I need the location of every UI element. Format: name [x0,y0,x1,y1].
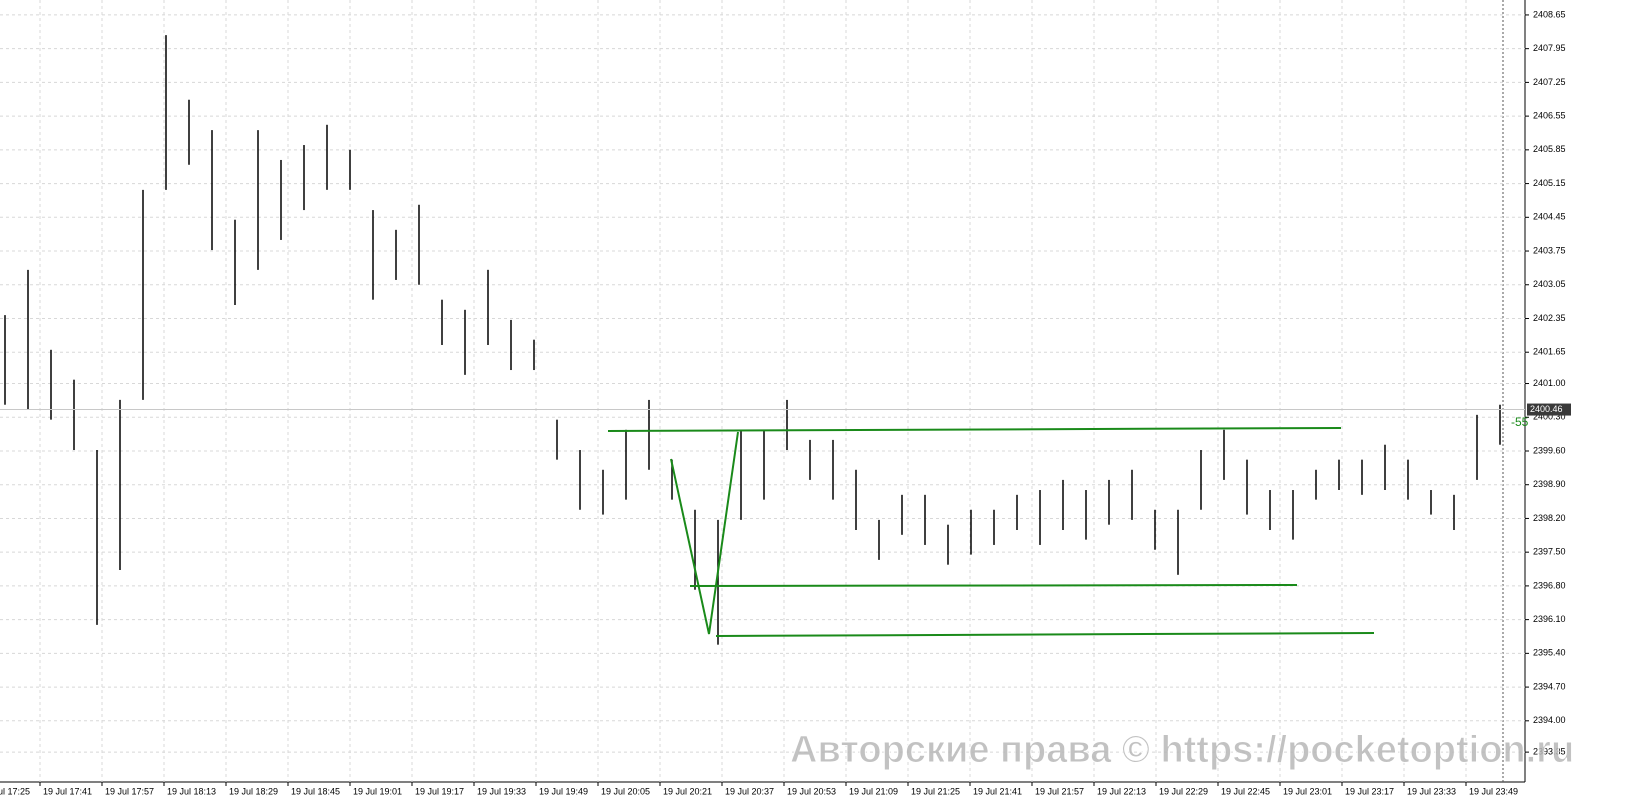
x-tick-label: 19 Jul 17:25 [0,786,30,796]
grid [0,0,1525,782]
support-line [715,632,1375,637]
y-tick-label: 2395.40 [1533,648,1566,658]
x-tick-label: 19 Jul 19:17 [415,786,464,796]
current-price-label: 2400.46 [1530,404,1563,414]
y-tick-label: 2405.85 [1533,144,1566,154]
trend-lines [607,427,1375,637]
y-tick-label: 2397.50 [1533,547,1566,557]
y-tick-label: 2403.05 [1533,279,1566,289]
line-annotation: -55 [1511,415,1529,429]
x-tick-label: 19 Jul 17:41 [43,786,92,796]
y-tick-label: 2403.75 [1533,245,1566,255]
x-tick-label: 19 Jul 21:25 [911,786,960,796]
y-tick-label: 2396.10 [1533,614,1566,624]
x-tick-label: 19 Jul 23:49 [1469,786,1518,796]
x-tick-label: 19 Jul 23:33 [1407,786,1456,796]
x-tick-label: 19 Jul 21:57 [1035,786,1084,796]
x-tick-label: 19 Jul 20:37 [725,786,774,796]
y-tick-label: 2393.35 [1533,747,1566,757]
x-tick-label: 19 Jul 19:49 [539,786,588,796]
x-tick-label: 19 Jul 17:57 [105,786,154,796]
y-tick-label: 2399.60 [1533,445,1566,455]
y-tick-label: 2398.90 [1533,479,1566,489]
bars [4,35,1501,645]
x-tick-label: 19 Jul 19:33 [477,786,526,796]
x-tick-label: 19 Jul 21:41 [973,786,1022,796]
x-tick-label: 19 Jul 22:29 [1159,786,1208,796]
y-tick-label: 2400.30 [1533,412,1566,422]
x-tick-label: 19 Jul 22:13 [1097,786,1146,796]
x-tick-label: 19 Jul 20:05 [601,786,650,796]
x-tick-label: 19 Jul 19:01 [353,786,402,796]
x-tick-label: 19 Jul 18:29 [229,786,278,796]
y-tick-label: 2401.00 [1533,378,1566,388]
y-tick-label: 2394.70 [1533,681,1566,691]
y-tick-label: 2407.25 [1533,77,1566,87]
x-tick-label: 19 Jul 22:45 [1221,786,1270,796]
x-tick-label: 19 Jul 20:53 [787,786,836,796]
y-tick-label: 2405.15 [1533,178,1566,188]
support-line [689,584,1298,587]
v-pattern [670,431,739,635]
y-tick-label: 2402.35 [1533,313,1566,323]
watermark: Авторские права © https://pocketoption.r… [790,729,1574,771]
y-tick-label: 2398.20 [1533,513,1566,523]
x-tick-label: 19 Jul 23:01 [1283,786,1332,796]
x-tick-label: 19 Jul 21:09 [849,786,898,796]
x-tick-label: 19 Jul 18:13 [167,786,216,796]
y-tick-label: 2408.65 [1533,9,1566,19]
x-tick-label: 19 Jul 23:17 [1345,786,1394,796]
y-tick-label: 2404.45 [1533,212,1566,222]
y-tick-label: 2401.65 [1533,347,1566,357]
x-tick-label: 19 Jul 18:45 [291,786,340,796]
y-tick-label: 2396.80 [1533,580,1566,590]
y-tick-label: 2406.55 [1533,110,1566,120]
x-tick-label: 19 Jul 20:21 [663,786,712,796]
y-tick-label: 2407.95 [1533,43,1566,53]
y-tick-label: 2394.00 [1533,715,1566,725]
current-price-box [1527,403,1571,416]
resistance-line [607,427,1342,432]
